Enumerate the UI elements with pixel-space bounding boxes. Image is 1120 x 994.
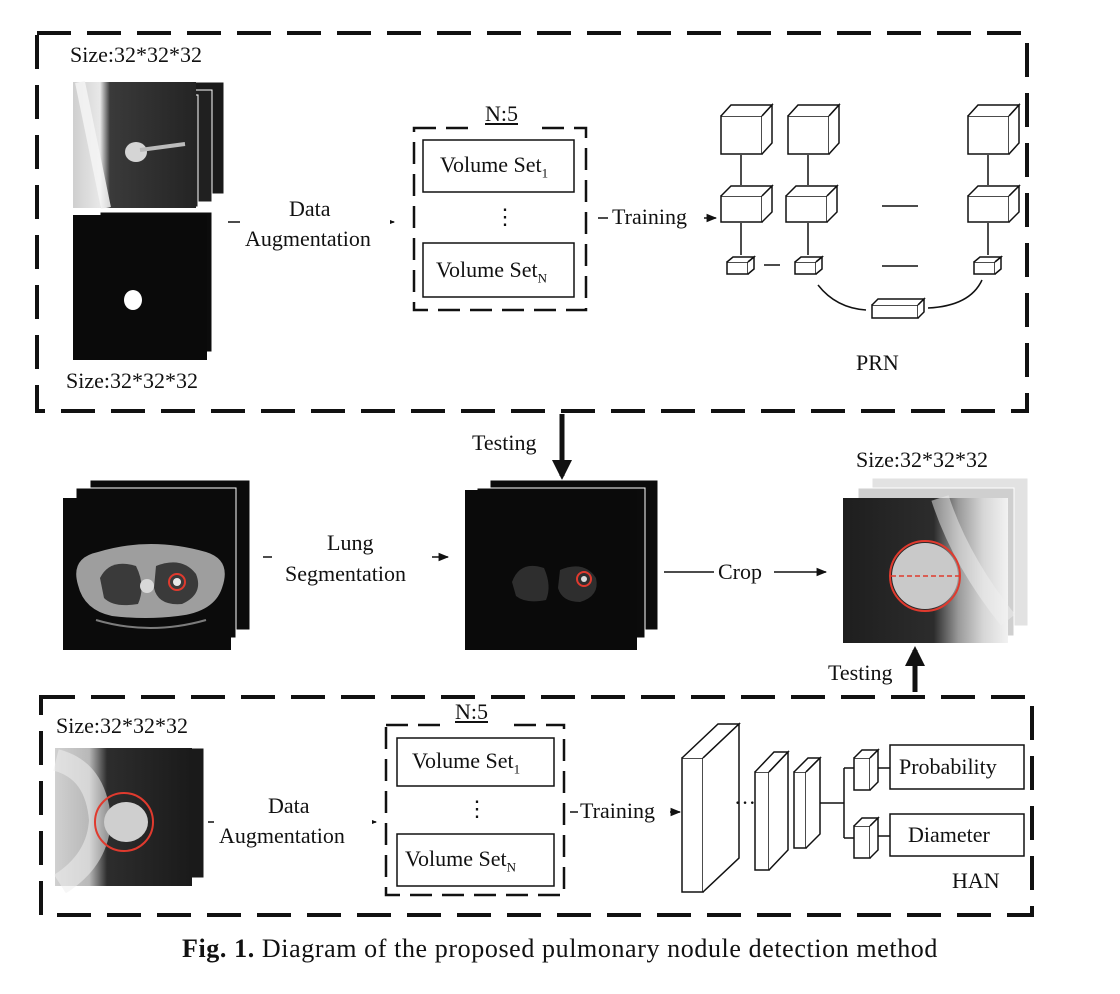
segmented-lung-slice-stack xyxy=(465,479,659,650)
top-training-label: Training xyxy=(612,204,687,229)
bottom-volume-set-n-label: Volume SetN xyxy=(405,846,517,875)
bottom-volume-set-n-text: Volume Set xyxy=(405,846,507,871)
top-mask-slice-stack xyxy=(73,211,213,361)
prn-network-diagram xyxy=(720,103,1021,319)
cropped-nodule-stack xyxy=(843,477,1029,643)
bottom-ellipsis: ⋮ xyxy=(466,796,488,821)
cropped-nodule-marker xyxy=(889,540,961,612)
top-volume-set-n-label: Volume SetN xyxy=(436,257,548,286)
bottom-volume-set-n-subscript: N xyxy=(506,859,517,875)
top-ct-slice-stack xyxy=(73,80,225,210)
bottom-volume-set-n-box xyxy=(396,833,555,887)
top-ellipsis: ⋮ xyxy=(494,204,516,229)
output-probability-box xyxy=(889,744,1025,790)
figure-caption-prefix: Fig. 1. xyxy=(182,934,255,963)
output-diameter-box xyxy=(889,813,1025,857)
bottom-volume-set-1-subscript: 1 xyxy=(513,761,521,777)
crop-label: Crop xyxy=(718,559,762,584)
lung-segmentation-line1: Lung xyxy=(327,530,374,555)
top-size-label-upper: Size:32*32*32 xyxy=(70,42,202,67)
bottom-augment-label-line1: Data xyxy=(268,793,310,818)
bottom-volume-set-1-box xyxy=(396,737,555,787)
prn-label: PRN xyxy=(856,350,899,375)
top-volume-set-1-box xyxy=(422,139,575,193)
full-ct-nodule-marker xyxy=(168,573,186,591)
bottom-volume-set-container xyxy=(384,723,566,897)
han-panel-border xyxy=(39,695,1034,917)
bottom-n-label: N:5 xyxy=(455,699,488,724)
bottom-augment-label-line2: Augmentation xyxy=(219,823,345,848)
bottom-volume-set-1-text: Volume Set xyxy=(412,748,514,773)
bottom-nodule-marker xyxy=(94,792,154,852)
bottom-volume-set-1-label: Volume Set1 xyxy=(412,748,521,777)
top-volume-set-n-subscript: N xyxy=(537,270,548,286)
han-dots: ··· xyxy=(734,790,756,815)
figure-caption-text: Diagram of the proposed pulmonary nodule… xyxy=(254,934,938,963)
han-network-diagram xyxy=(681,722,890,893)
bottom-size-label: Size:32*32*32 xyxy=(56,713,188,738)
top-augment-label-line1: Data xyxy=(289,196,331,221)
figure-caption: Fig. 1. Diagram of the proposed pulmonar… xyxy=(0,934,1120,964)
output-probability-label: Probability xyxy=(899,754,997,779)
top-volume-set-1-text: Volume Set xyxy=(440,152,542,177)
crop-size-label: Size:32*32*32 xyxy=(856,447,988,472)
top-volume-set-1-subscript: 1 xyxy=(541,165,549,181)
lung-segmentation-line2: Segmentation xyxy=(285,561,406,586)
top-volume-set-1-label: Volume Set1 xyxy=(440,152,549,181)
output-diameter-label: Diameter xyxy=(908,822,990,847)
top-n-label: N:5 xyxy=(485,101,518,126)
bottom-training-label: Training xyxy=(580,798,655,823)
prn-panel-border xyxy=(35,31,1029,413)
full-ct-slice-stack xyxy=(63,479,251,650)
testing-label-bottom: Testing xyxy=(828,660,893,685)
top-augment-label-line2: Augmentation xyxy=(245,226,371,251)
top-volume-set-n-text: Volume Set xyxy=(436,257,538,282)
bottom-ct-slice-stack xyxy=(52,747,205,894)
top-volume-set-n-box xyxy=(422,242,575,298)
testing-label-top: Testing xyxy=(472,430,537,455)
han-label: HAN xyxy=(952,868,1000,893)
top-size-label-lower: Size:32*32*32 xyxy=(66,368,198,393)
segmented-nodule-marker xyxy=(576,571,592,587)
